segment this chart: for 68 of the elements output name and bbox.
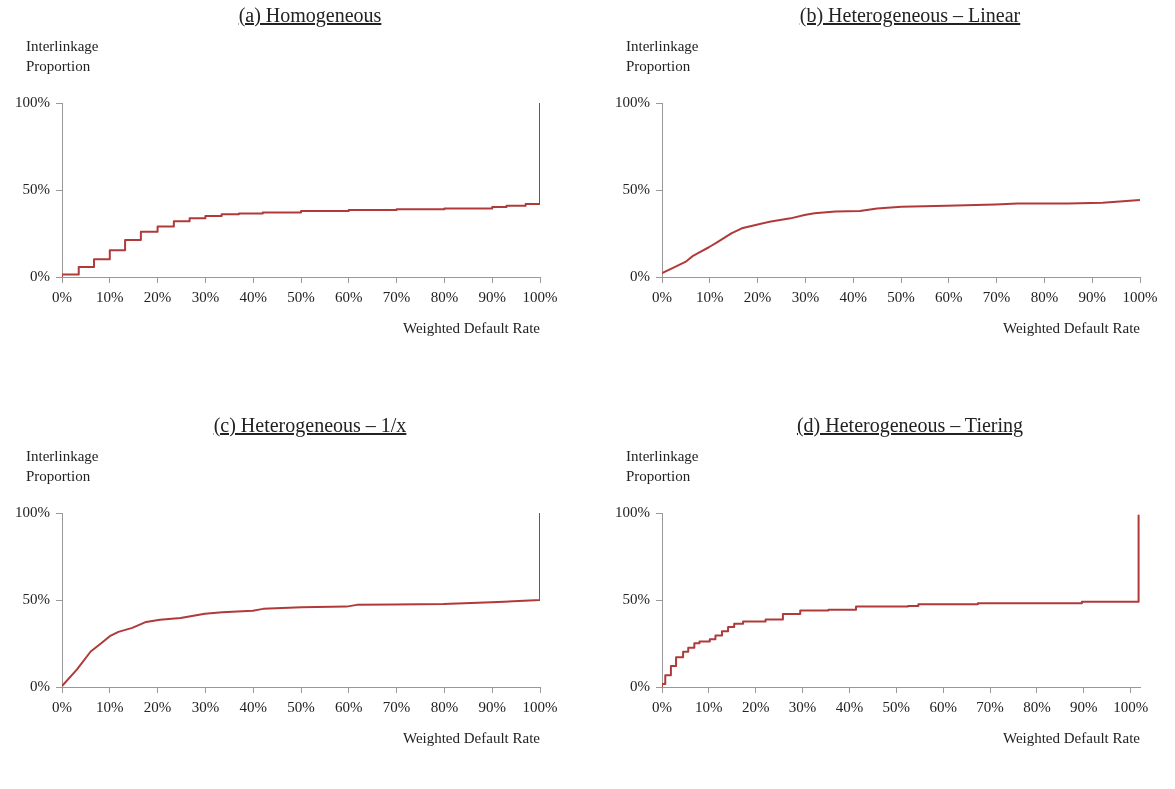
x-tick-label: 30%	[191, 698, 220, 715]
x-tick-label: 70%	[976, 698, 1004, 715]
x-tick-label: 0%	[652, 288, 672, 305]
x-tick-label: 90%	[1070, 698, 1098, 715]
x-tick-label: 80%	[430, 288, 459, 305]
y-axis-title: Interlinkage Proportion	[626, 447, 700, 486]
x-tick-label: 20%	[143, 698, 172, 715]
x-axis-title: Weighted Default Rate	[1002, 320, 1140, 337]
y-tick-label: 100%	[15, 503, 50, 520]
y-tick-label: 50%	[622, 590, 650, 607]
y-axis-title: Interlinkage Proportion	[26, 447, 100, 486]
x-axis-title: Weighted Default Rate	[402, 730, 540, 747]
y-tick-label: 50%	[622, 180, 650, 197]
x-tick-label: 80%	[430, 698, 459, 715]
x-tick-label: 60%	[335, 288, 363, 305]
x-tick-label: 10%	[696, 288, 724, 305]
x-tick-label: 90%	[478, 288, 506, 305]
x-tick-label: 20%	[743, 288, 772, 305]
x-tick-label: 30%	[788, 698, 817, 715]
x-tick-label: 100%	[1122, 288, 1158, 305]
y-tick-label: 0%	[30, 677, 50, 694]
x-tick-label: 60%	[929, 698, 957, 715]
x-tick-label: 80%	[1023, 698, 1051, 715]
x-tick-label: 40%	[239, 698, 267, 715]
chart-title: (a) Homogeneous	[237, 4, 383, 27]
x-tick-label: 0%	[52, 288, 72, 305]
x-tick-label: 70%	[382, 288, 411, 305]
x-tick-label: 50%	[882, 698, 911, 715]
x-tick-label: 50%	[287, 698, 315, 715]
y-tick-label: 0%	[630, 677, 650, 694]
y-tick-label: 50%	[22, 590, 50, 607]
x-tick-label: 30%	[791, 288, 820, 305]
y-tick-label: 100%	[615, 503, 650, 520]
x-tick-label: 0%	[52, 698, 72, 715]
x-tick-label: 100%	[522, 698, 558, 715]
x-tick-label: 20%	[741, 698, 770, 715]
x-tick-label: 90%	[1078, 288, 1106, 305]
x-tick-label: 10%	[96, 698, 124, 715]
y-axis-title: Interlinkage Proportion	[26, 37, 100, 76]
x-tick-label: 30%	[191, 288, 220, 305]
x-tick-label: 60%	[935, 288, 963, 305]
y-tick-label: 100%	[615, 93, 650, 110]
x-tick-label: 40%	[239, 288, 267, 305]
x-tick-label: 100%	[522, 288, 558, 305]
x-tick-label: 40%	[839, 288, 867, 305]
x-tick-label: 50%	[887, 288, 915, 305]
x-tick-label: 10%	[96, 288, 124, 305]
y-tick-label: 0%	[30, 267, 50, 284]
x-axis-title: Weighted Default Rate	[402, 320, 540, 337]
x-tick-label: 80%	[1030, 288, 1059, 305]
y-axis-title: Interlinkage Proportion	[626, 37, 700, 76]
x-tick-label: 40%	[835, 698, 864, 715]
chart-title: (c) Heterogeneous – 1/x	[212, 414, 408, 437]
x-tick-label: 50%	[287, 288, 315, 305]
chart-title: (b) Heterogeneous – Linear	[798, 4, 1022, 27]
x-tick-label: 10%	[695, 698, 723, 715]
x-tick-label: 60%	[335, 698, 363, 715]
x-tick-label: 70%	[382, 698, 411, 715]
x-tick-label: 100%	[1113, 698, 1149, 715]
x-tick-label: 20%	[143, 288, 172, 305]
y-tick-label: 50%	[22, 180, 50, 197]
x-tick-label: 70%	[982, 288, 1011, 305]
chart-title: (d) Heterogeneous – Tiering	[795, 414, 1025, 437]
x-tick-label: 0%	[652, 698, 672, 715]
y-tick-label: 100%	[15, 93, 50, 110]
y-tick-label: 0%	[630, 267, 650, 284]
x-axis-title: Weighted Default Rate	[1002, 730, 1140, 747]
x-tick-label: 90%	[478, 698, 506, 715]
